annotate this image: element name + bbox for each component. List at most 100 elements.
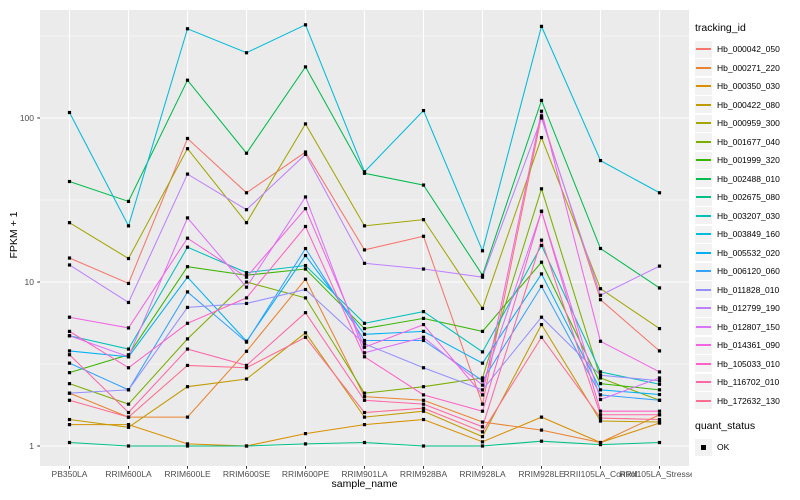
data-point (657, 388, 662, 392)
data-point (303, 207, 308, 211)
data-point (244, 285, 249, 289)
data-point (67, 349, 72, 353)
legend-item-ok: OK (695, 438, 800, 457)
x-tick-label: RRII105LA_Control (564, 469, 638, 479)
data-point (657, 382, 662, 386)
line-swatch-icon (696, 85, 711, 88)
x-tick-label: RRIM600LA (105, 469, 152, 479)
x-tick-label: RRIM928LA (459, 469, 506, 479)
data-point (303, 253, 308, 258)
data-point (421, 322, 426, 327)
data-point (539, 116, 544, 120)
line-swatch-icon (696, 344, 711, 347)
data-point (126, 366, 131, 370)
data-point (244, 349, 249, 353)
data-point (244, 51, 249, 55)
line-swatch-icon (696, 307, 711, 310)
quant-ok-key (695, 438, 712, 456)
line-swatch-icon (696, 288, 711, 291)
legend-item-Hb_003207_030: Hb_003207_030 (695, 207, 800, 226)
data-point (303, 195, 308, 199)
data-point (598, 370, 603, 374)
data-point (539, 243, 544, 248)
legend-item-label: Hb_001677_040 (717, 136, 780, 147)
data-point (67, 398, 72, 402)
data-point (303, 277, 308, 281)
data-point (244, 444, 249, 448)
data-point (598, 158, 603, 163)
data-point (185, 442, 190, 446)
data-point (362, 170, 367, 174)
data-point (480, 425, 485, 429)
data-point (421, 385, 426, 389)
data-point (598, 416, 603, 420)
legend-item-Hb_172632_130: Hb_172632_130 (695, 392, 800, 411)
data-point (480, 383, 485, 387)
line-swatch-icon (696, 325, 711, 328)
data-point (421, 406, 426, 410)
legend-item-label: Hb_116702_010 (717, 377, 780, 388)
x-tick-label: RRIM928BA (400, 469, 448, 479)
legend-key (695, 151, 712, 169)
data-point (480, 430, 485, 434)
legend-key (695, 281, 712, 299)
data-point (244, 191, 249, 195)
data-point (126, 326, 131, 330)
legend-key (695, 133, 712, 151)
data-point (185, 385, 190, 389)
data-point (185, 444, 190, 448)
data-point (362, 423, 367, 427)
data-point (244, 340, 249, 344)
line-swatch-icon (696, 48, 711, 51)
legend-item-Hb_002488_010: Hb_002488_010 (695, 170, 800, 189)
data-point (480, 306, 485, 311)
legend-item-label: Hb_000350_030 (717, 81, 780, 92)
data-point (539, 238, 544, 242)
data-point (362, 248, 367, 252)
legend-key (695, 318, 712, 336)
data-point (598, 419, 603, 423)
data-point (362, 332, 367, 336)
legend-item-Hb_000042_050: Hb_000042_050 (695, 40, 800, 59)
data-point (421, 398, 426, 402)
data-point (598, 373, 603, 377)
legend-item-Hb_116702_010: Hb_116702_010 (695, 373, 800, 392)
data-point (67, 221, 72, 225)
legend-item-Hb_005532_020: Hb_005532_020 (695, 244, 800, 263)
data-point (185, 415, 190, 419)
data-point (303, 150, 308, 154)
data-point (480, 350, 485, 354)
legend-quant-status: quant_status OK (695, 420, 800, 457)
plot-canvas: PB350LA RRIM600LA RRIM600LE RRIM600SE RRIM60… (20, 10, 692, 479)
data-point (67, 371, 72, 375)
data-point (480, 376, 485, 380)
legend-item-Hb_000422_080: Hb_000422_080 (695, 96, 800, 115)
legend-item-label: Hb_002675_080 (717, 192, 780, 203)
legend: tracking_id Hb_000042_050 Hb_000271_220 Hb… (695, 22, 800, 457)
legend-item-label: Hb_000042_050 (717, 44, 780, 55)
data-point (421, 309, 426, 314)
legend-item-label: Hb_000422_080 (717, 99, 780, 110)
legend-entries: Hb_000042_050 Hb_000271_220 Hb_000350_030 H… (695, 40, 800, 410)
legend-item-Hb_012799_190: Hb_012799_190 (695, 299, 800, 318)
legend-key (695, 299, 712, 317)
data-point (421, 417, 426, 422)
square-marker-icon (701, 445, 706, 450)
line-swatch-icon (696, 233, 711, 236)
line-swatch-icon (696, 159, 711, 162)
data-point (185, 172, 190, 176)
data-point (598, 287, 603, 291)
data-point (67, 353, 72, 357)
legend-title-quant-status: quant_status (695, 420, 756, 432)
data-point (598, 442, 603, 447)
legend-item-label: Hb_003207_030 (717, 210, 780, 221)
legend-key (695, 244, 712, 262)
data-point (362, 410, 367, 415)
data-point (126, 300, 131, 305)
legend-item-Hb_001677_040: Hb_001677_040 (695, 133, 800, 152)
legend-key (695, 355, 712, 373)
data-point (303, 65, 308, 69)
data-point (303, 311, 308, 315)
data-point (67, 423, 72, 427)
data-point (480, 393, 485, 397)
